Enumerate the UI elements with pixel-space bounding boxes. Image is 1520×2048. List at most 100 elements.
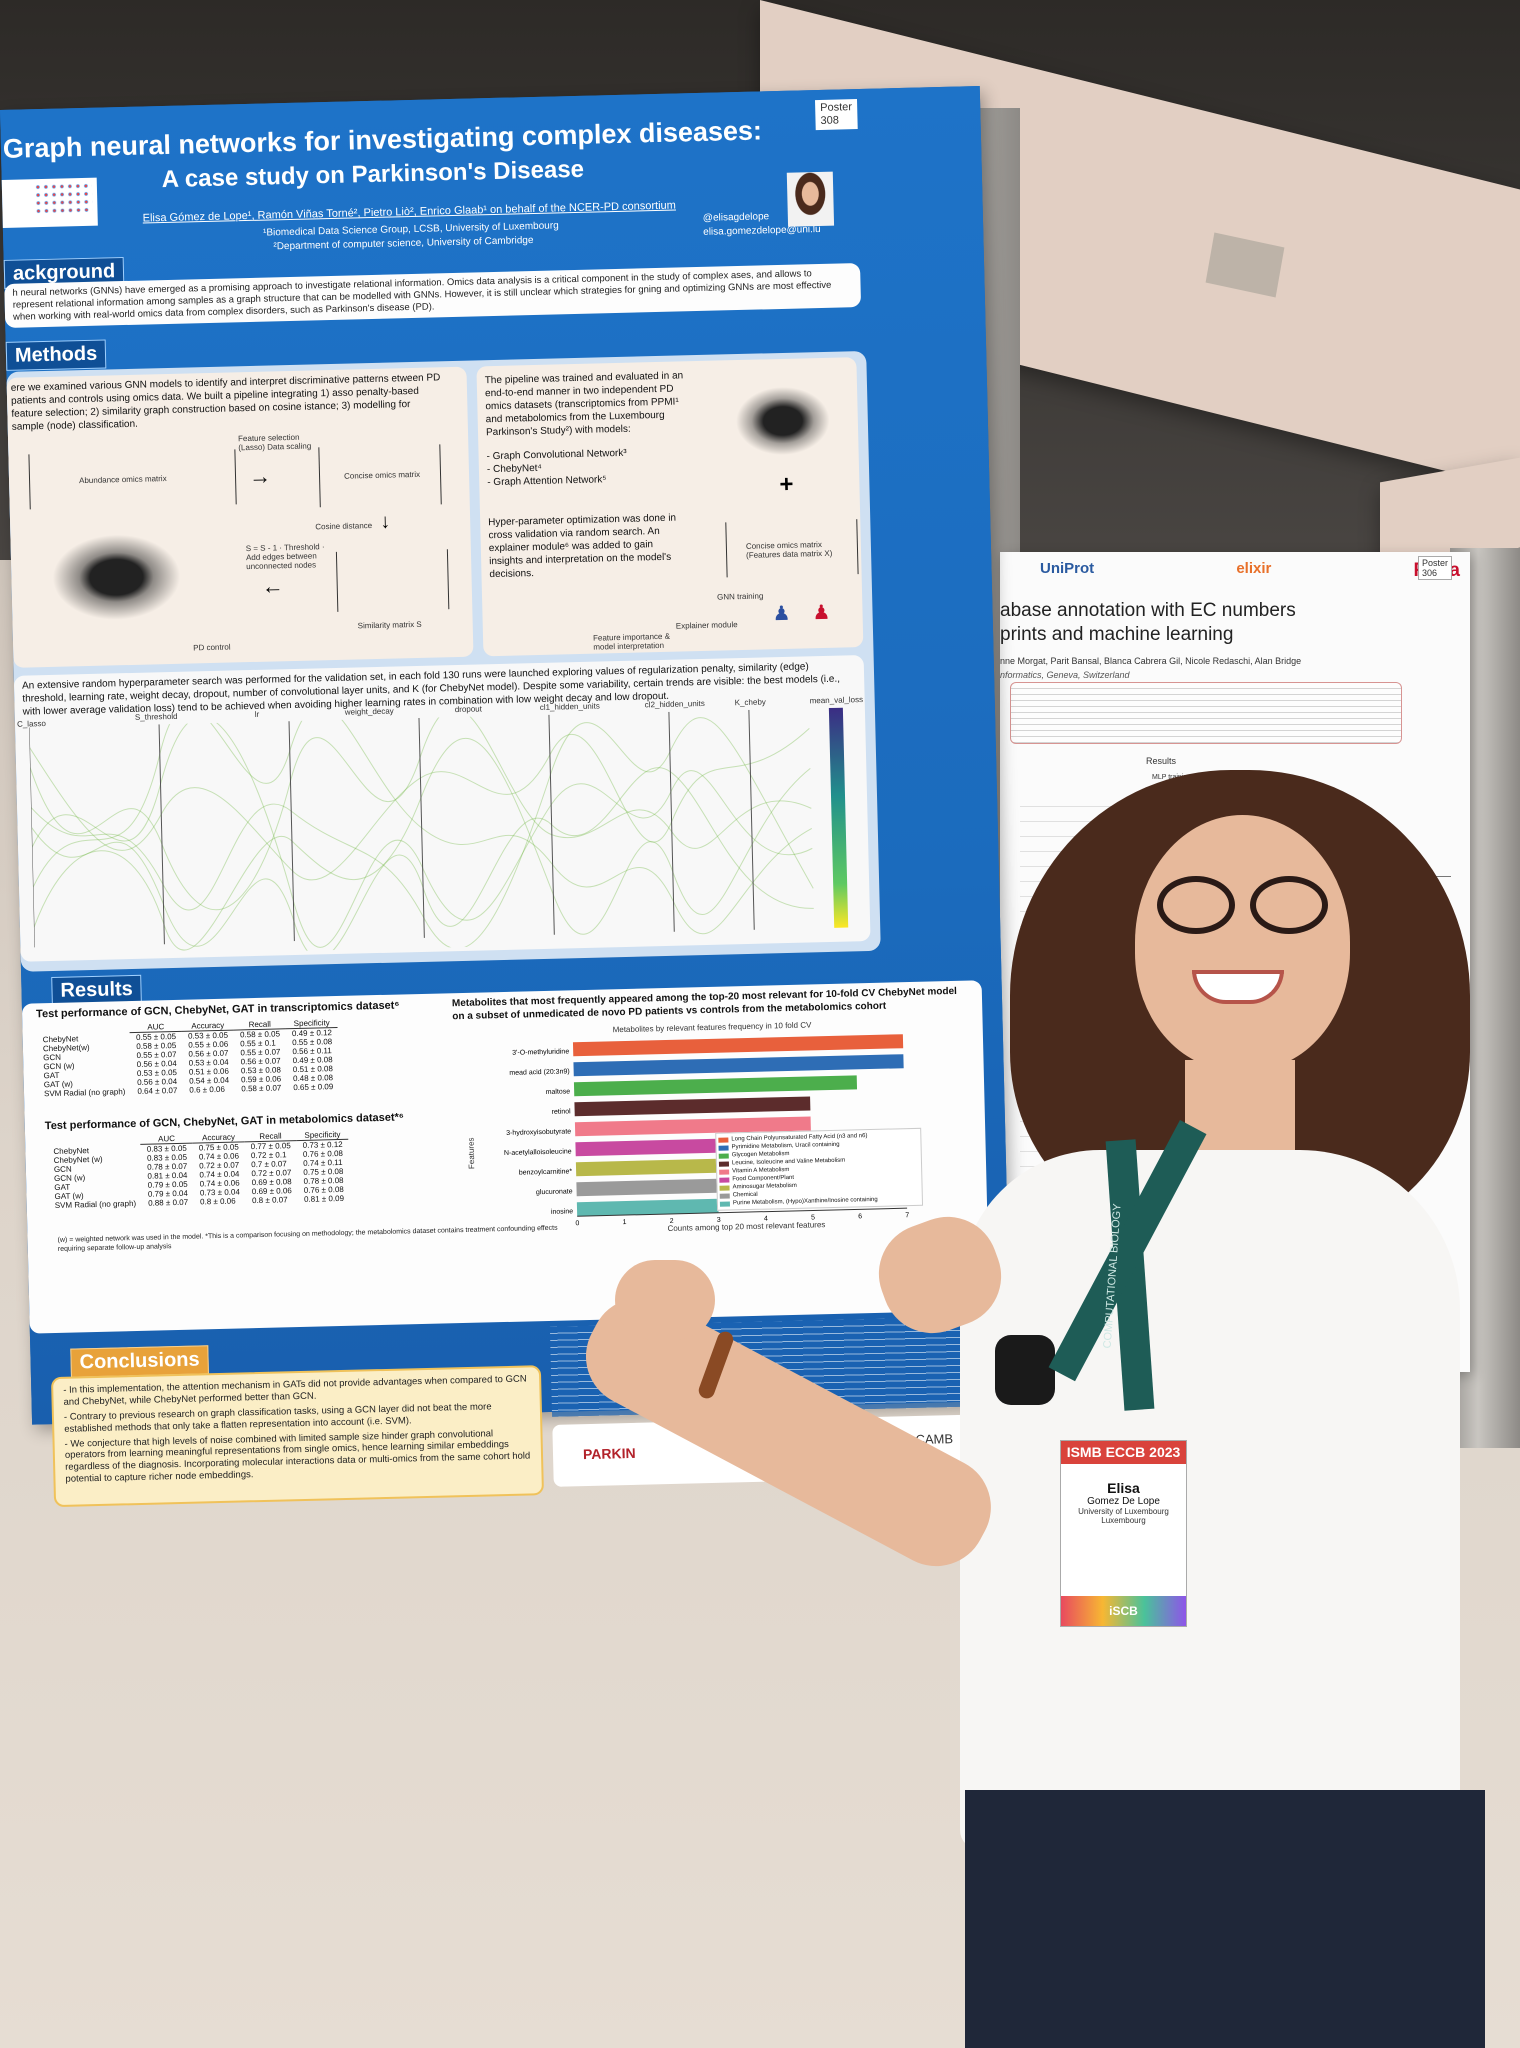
arrow-right-icon: → (248, 463, 272, 490)
graph-network-image (40, 525, 193, 630)
similarity-matrix-label: Similarity matrix S (357, 619, 422, 631)
legend-swatch (719, 1184, 730, 1191)
arrow-down-icon: ↓ (379, 510, 391, 533)
feature-importance-label: Feature importance & model interpretatio… (592, 631, 671, 652)
legend-label: Aminosugar Metabolism (732, 1182, 797, 1191)
hyperparameter-text: Hyper-parameter optimization was done in… (488, 512, 677, 581)
axis-label: C_lasso (16, 719, 47, 729)
legend-swatch (719, 1192, 730, 1199)
table-cell: 0.58 ± 0.07 (241, 1083, 282, 1094)
bar (572, 1034, 904, 1057)
pd-control-label: PD control (193, 642, 231, 653)
category-label: mead acid (20:3n9) (509, 1068, 569, 1076)
glasses (1250, 876, 1328, 934)
axis-label: cl2_hidden_units (644, 698, 705, 710)
category-label: 3'-O-methyluridine (512, 1048, 569, 1056)
table-cell: 0.81 ± 0.09 (303, 1193, 345, 1204)
tick-label: 7 (905, 1212, 909, 1219)
table-cell: 0.88 ± 0.07 (148, 1197, 189, 1208)
tick-label: 4 (764, 1216, 768, 1223)
methods-right-text: The pipeline was trained and evaluated i… (484, 370, 684, 439)
x-axis (577, 1207, 908, 1217)
conclusions-box: - In this implementation, the attention … (50, 1365, 545, 1508)
tick-label: 6 (858, 1213, 862, 1220)
category-label: maltose (546, 1088, 571, 1096)
concise-x-label: Concise omics matrix (Features data matr… (745, 540, 833, 560)
poster2-title-line2: prints and machine learning (1000, 624, 1234, 645)
legend-swatch (719, 1200, 730, 1207)
axis-label: lr (254, 709, 260, 719)
axis-label: mean_val_loss (809, 695, 864, 706)
category-label: 3-hydroxyisobutyrate (506, 1128, 571, 1137)
tick-label: 5 (811, 1214, 815, 1221)
category-label: N-acetylalloisoleucine (504, 1148, 572, 1157)
poster2-affiliation: nformatics, Geneva, Switzerland (1000, 670, 1130, 680)
table-cell: 0.8 ± 0.07 (251, 1195, 288, 1206)
legend-swatch (718, 1145, 729, 1151)
author-photo (786, 171, 835, 227)
similarity-matrix (335, 549, 450, 612)
axis-label: K_cheby (734, 697, 766, 708)
glasses (1157, 876, 1235, 934)
poster2-results: Results (1146, 756, 1177, 766)
table-cell: 0.8 ± 0.06 (199, 1196, 236, 1207)
colorbar (828, 707, 849, 928)
arrow-left-icon: ← (261, 573, 285, 599)
threshold-label: S = S - 1 · Threshold · Add edges betwee… (245, 542, 325, 572)
table-cell: 0.65 ± 0.09 (293, 1082, 334, 1093)
lcsb-logo (33, 181, 93, 216)
main-poster: Poster 308 Graph neural networks for inv… (0, 86, 1012, 1508)
smartwatch-icon (995, 1335, 1055, 1405)
pants (965, 1790, 1485, 2048)
badge-affiliation: University of Luxembourg (1078, 1506, 1169, 1516)
axis-label: cl1_hidden_units (539, 701, 600, 712)
shirt (960, 1150, 1460, 1850)
table-cell: 0.6 ± 0.06 (189, 1084, 225, 1095)
bar (573, 1054, 904, 1077)
tick-label: 1 (622, 1219, 626, 1226)
plus-icon: + (779, 470, 794, 499)
twitter-handle: @elisagdelope (702, 211, 770, 224)
parkinson-logo: PARKIN (582, 1444, 636, 1463)
methods-heading: Methods (5, 339, 107, 371)
poster-number: Poster 308 (815, 99, 858, 131)
metabolites-bar-chart: 3'-O-methyluridine mead acid (20:3n9) malt… (504, 1034, 909, 1227)
category-label: benzoylcarnitine* (519, 1168, 573, 1176)
metabolomics-table: AUC Accuracy Recall Specificity ChebyNet 0.83… (47, 1129, 350, 1210)
bar (573, 1075, 858, 1097)
tick-label: 0 (575, 1220, 579, 1227)
poster2-title-line1: abase annotation with EC numbers (1000, 600, 1296, 621)
bar (574, 1096, 811, 1117)
graph-network-image (726, 379, 839, 463)
models-list: - Graph Convolutional Network³ - ChebyNe… (486, 445, 697, 489)
hand (615, 1260, 715, 1340)
tick-label: 3 (717, 1217, 721, 1224)
poster2-number: Poster 306 (1418, 556, 1453, 580)
badge-society-logo: iSCB (1061, 1596, 1186, 1626)
metab-legend: Long Chain Polyunsaturated Fatty Acid (n… (715, 1127, 924, 1211)
tick-label: 2 (670, 1218, 674, 1225)
person-icon: ♟ (772, 602, 791, 626)
axis-label: S_threshold (134, 711, 178, 722)
legend-swatch (719, 1177, 730, 1183)
table-cell: 0.64 ± 0.07 (137, 1085, 178, 1096)
explainer-module-label: Explainer module (675, 620, 738, 631)
gnn-training-label: GNN training (717, 591, 764, 602)
legend-swatch (719, 1169, 730, 1175)
elixir-logo: elixir (1236, 560, 1272, 577)
face (1135, 815, 1350, 1070)
name-badge: ISMB ECCB 2023 Elisa Gomez De Lope Unive… (1060, 1440, 1187, 1627)
feature-selection-label: Feature selection (Lasso) Data scaling (237, 432, 312, 453)
uniprot-logo: UniProt (1040, 560, 1095, 577)
badge-country: Luxembourg (1101, 1515, 1146, 1525)
category-label: glucuronate (536, 1188, 573, 1196)
parallel-coordinates-plot (28, 704, 854, 960)
category-label: inosine (551, 1208, 573, 1216)
bar (575, 1158, 718, 1177)
bar (576, 1178, 719, 1197)
transcriptomics-table: AUC Accuracy Recall Specificity ChebyNet 0.55… (36, 1018, 339, 1098)
bar (576, 1198, 719, 1217)
axis-label: dropout (454, 704, 483, 715)
legend-swatch (718, 1137, 729, 1143)
cosine-distance-label: Cosine distance (315, 521, 373, 532)
